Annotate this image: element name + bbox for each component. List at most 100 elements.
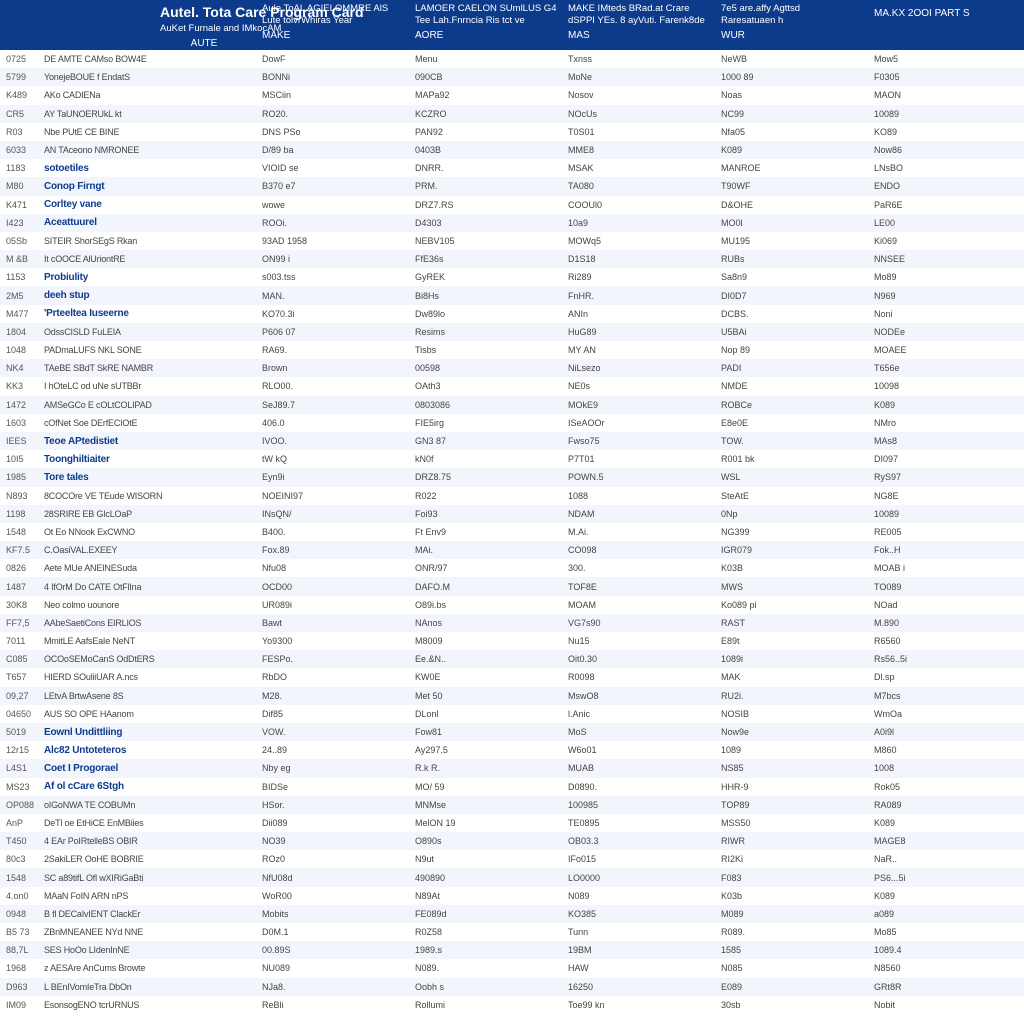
row-cell: PAN92 [409, 127, 562, 137]
row-cell: Sa8n9 [715, 272, 868, 282]
row-cell: 10089 [868, 109, 1021, 119]
table-row: CR5AY TaUNOERUkL ktRO20.KCZRONOcUsNC9910… [0, 105, 1024, 123]
table-row: 05SbSITEIR ShorSEgS Rkan93AD 1958NEBV105… [0, 232, 1024, 250]
row-cell: IFo015 [562, 854, 715, 864]
row-cell: RA089 [868, 800, 1021, 810]
header: Autel. Tota Care Program Card AuKet Furn… [0, 0, 1024, 50]
row-cell: 0Np [715, 509, 868, 519]
row-cell: HSor. [256, 800, 409, 810]
row-description[interactable]: Conop Firngt [38, 181, 256, 192]
row-description[interactable]: Af ol cCare 6Stgh [38, 781, 256, 792]
row-cell: NNSEE [868, 254, 1021, 264]
row-cell: MSS50 [715, 818, 868, 828]
row-cell: DowF [256, 54, 409, 64]
row-id: KF7.5 [0, 545, 38, 555]
row-id: FF7,5 [0, 618, 38, 628]
row-cell: N969 [868, 291, 1021, 301]
row-cell: LNsBO [868, 163, 1021, 173]
table-row: K489AKo CADIENaMSCiinMAPa92NosovNoasMAON [0, 86, 1024, 104]
row-description[interactable]: Eownl Undittliing [38, 727, 256, 738]
row-cell: Oit0.30 [562, 654, 715, 664]
row-cell: IGR079 [715, 545, 868, 555]
row-description[interactable]: 'Prteeltea Iuseerne [38, 308, 256, 319]
table-row: 1548Ot Eo NNook ExCWNOB400.Ft Env9M.Ai.N… [0, 523, 1024, 541]
row-id: 09,27 [0, 691, 38, 701]
row-cell: kN0f [409, 454, 562, 464]
row-cell: N085 [715, 963, 868, 973]
row-description[interactable]: Teoe APtedistiet [38, 436, 256, 447]
row-cell: RO20. [256, 109, 409, 119]
table-row: 12r15Alc82 Untoteteros24..89Ay297.5W6o01… [0, 741, 1024, 759]
table-row: C085OCOoSEMoCanS OdDtERSFESPo.Ee.&N..Oit… [0, 650, 1024, 668]
row-cell: MU195 [715, 236, 868, 246]
row-description: SES HoOo LIdenInNE [38, 945, 256, 955]
row-description[interactable]: Tore tales [38, 472, 256, 483]
row-cell: PADI [715, 363, 868, 373]
row-cell: OCD00 [256, 582, 409, 592]
row-cell: Nu15 [562, 636, 715, 646]
row-cell: B400. [256, 527, 409, 537]
row-cell: GN3 87 [409, 436, 562, 446]
row-cell: HAW [562, 963, 715, 973]
row-cell: NOcUs [562, 109, 715, 119]
row-id: KK3 [0, 381, 38, 391]
row-cell: Dii089 [256, 818, 409, 828]
table-row: 30K8Neo colmo uounoreUR089iO89i.bsMOAMKo… [0, 596, 1024, 614]
row-cell: 090CB [409, 72, 562, 82]
row-cell: N089 [562, 891, 715, 901]
row-description[interactable]: Corltey vane [38, 199, 256, 210]
header-title-block: Autel. Tota Care Program Card AuKet Furn… [0, 0, 256, 50]
row-cell: 10089 [868, 509, 1021, 519]
row-description[interactable]: Coet I Progorael [38, 763, 256, 774]
row-description: Aete MUe ANEINESuda [38, 563, 256, 573]
row-description[interactable]: sotoetiles [38, 163, 256, 174]
row-description[interactable]: Probiulity [38, 272, 256, 283]
row-cell: D4303 [409, 218, 562, 228]
row-cell: 93AD 1958 [256, 236, 409, 246]
row-id: L4S1 [0, 763, 38, 773]
row-id: 6033 [0, 145, 38, 155]
row-description: L BEnIVomIeTra DbOn [38, 982, 256, 992]
row-id: 1472 [0, 400, 38, 410]
row-description[interactable]: Toonghiltiaiter [38, 454, 256, 465]
row-cell: F0305 [868, 72, 1021, 82]
row-description: 2SakiLER OoHE BOBRIE [38, 854, 256, 864]
row-description: Neo colmo uounore [38, 600, 256, 610]
row-cell: Mow5 [868, 54, 1021, 64]
row-cell: M860 [868, 745, 1021, 755]
row-id: 30K8 [0, 600, 38, 610]
row-cell: MUAB [562, 763, 715, 773]
row-cell: PaR6E [868, 200, 1021, 210]
row-id: D963 [0, 982, 38, 992]
row-cell: Nby eg [256, 763, 409, 773]
row-cell: Dw89lo [409, 309, 562, 319]
row-cell: 16250 [562, 982, 715, 992]
row-cell: NeWB [715, 54, 868, 64]
row-cell: Tunn [562, 927, 715, 937]
row-cell: MoNe [562, 72, 715, 82]
row-cell: NU089 [256, 963, 409, 973]
row-cell: MANROE [715, 163, 868, 173]
row-description[interactable]: Aceattuurel [38, 217, 256, 228]
row-description[interactable]: Alc82 Untoteteros [38, 745, 256, 756]
row-cell: DRZ8.75 [409, 472, 562, 482]
row-cell: F083 [715, 873, 868, 883]
row-description: ZBnMNEANEE NYd NNE [38, 927, 256, 937]
row-cell: Toe99 kn [562, 1000, 715, 1010]
row-cell: 490890 [409, 873, 562, 883]
row-cell: MAON [868, 90, 1021, 100]
row-id: 10I5 [0, 454, 38, 464]
row-cell: R022 [409, 491, 562, 501]
row-cell: TOP89 [715, 800, 868, 810]
row-cell: VG7s90 [562, 618, 715, 628]
row-cell: Rok05 [868, 782, 1021, 792]
row-description[interactable]: deeh stup [38, 290, 256, 301]
row-cell: RAST [715, 618, 868, 628]
row-cell: MO0l [715, 218, 868, 228]
row-cell: M.Ai. [562, 527, 715, 537]
row-cell: 0403B [409, 145, 562, 155]
row-cell: 1089 [715, 745, 868, 755]
row-cell: Yo9300 [256, 636, 409, 646]
row-cell: 406.0 [256, 418, 409, 428]
row-description: TAeBE SBdT SkRE NAMBR [38, 363, 256, 373]
